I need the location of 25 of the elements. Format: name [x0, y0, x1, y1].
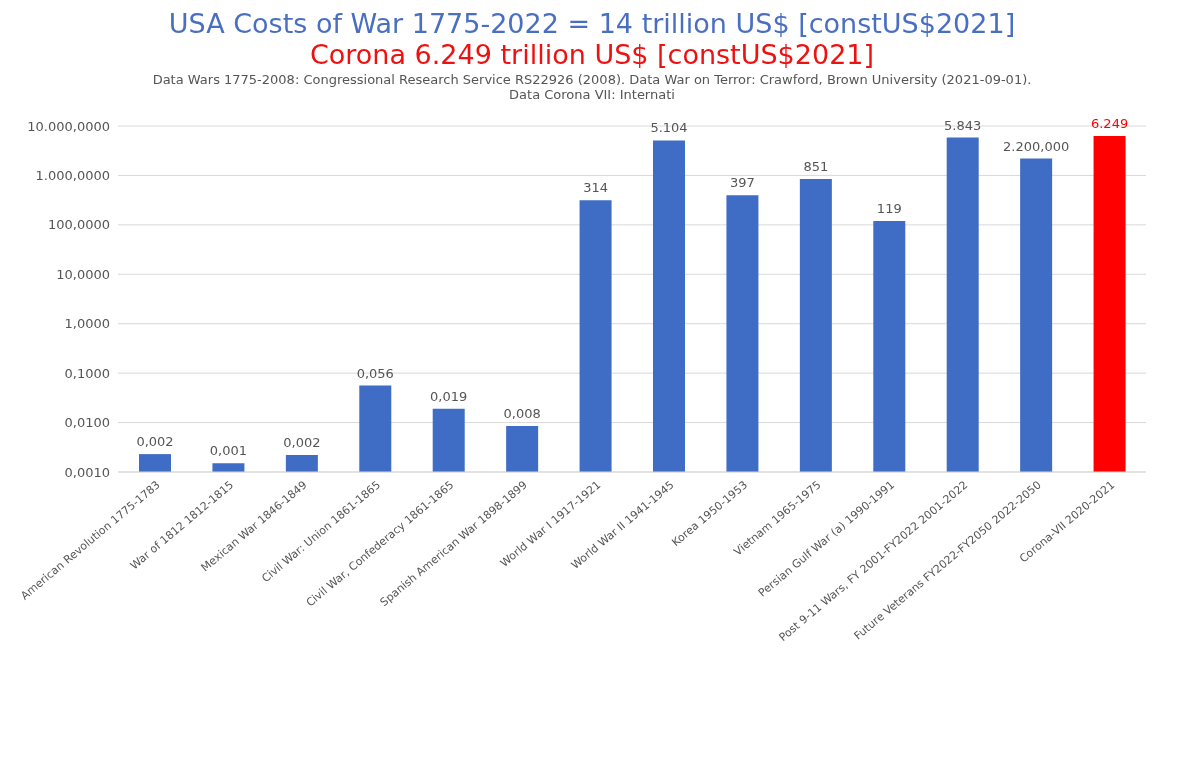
y-tick-label: 100,0000 — [47, 217, 110, 233]
data-label: 119 — [876, 201, 902, 217]
y-tick-label: 10,0000 — [56, 266, 110, 282]
y-tick-label: 1.000,0000 — [35, 168, 110, 184]
text: Data Wars 1775-2008: Congressional Research Service RS22926 (2008). Data War on Terror: Crawford, Brown University (2021-09-01). Data Corona VII: Internati — [151, 72, 1033, 102]
data-label: 5.104 — [650, 120, 688, 136]
y-tick-label: 10.000,0000 — [27, 118, 110, 134]
chart-title: USA Costs of War 1775-2022 = 14 trillion US$ [constUS$2021] — [167, 8, 1017, 39]
data-label: 0,002 — [136, 434, 174, 450]
y-tick-label: 1,0000 — [64, 316, 110, 332]
data-label: 0,001 — [209, 443, 248, 459]
data-label: 5.843 — [944, 117, 982, 133]
data-label: 0,056 — [356, 365, 394, 381]
y-tick-label: 0,0100 — [64, 415, 110, 431]
data-label: 851 — [803, 158, 829, 174]
data-label: 0,002 — [283, 435, 321, 451]
chart-subtitle: Corona 6.249 trillion US$ [constUS$2021] — [308, 39, 876, 70]
data-label: 6.249 — [1090, 116, 1129, 132]
data-label: 2.200,000 — [1003, 138, 1070, 154]
data-label: 397 — [730, 175, 755, 191]
data-label: 314 — [583, 180, 608, 196]
data-label: 0,019 — [430, 388, 468, 404]
y-tick-label: 0,0010 — [64, 464, 110, 480]
y-tick-label: 0,1000 — [64, 365, 110, 381]
data-label: 0,008 — [503, 406, 541, 422]
